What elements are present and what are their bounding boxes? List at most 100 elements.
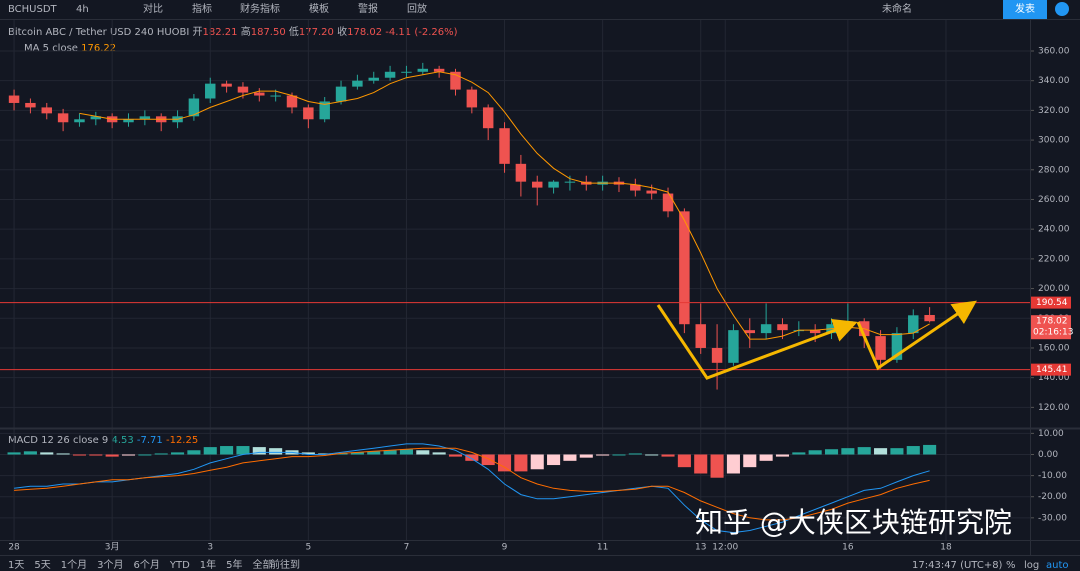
range-button[interactable]: 3个月 bbox=[97, 559, 123, 571]
bar-countdown: 02:16:13 bbox=[1033, 328, 1073, 338]
arrow-annotation bbox=[856, 300, 977, 371]
y-tick-label: 140.00 bbox=[1038, 373, 1070, 383]
macd-signal-value: -12.25 bbox=[166, 435, 198, 446]
candle-body bbox=[123, 119, 134, 123]
macd-histogram-bar bbox=[628, 453, 642, 455]
macd-histogram-bar bbox=[448, 454, 463, 457]
symbol-button[interactable]: BCHUSDT bbox=[8, 4, 58, 15]
macd-hist-value: 4.53 bbox=[111, 435, 133, 446]
candle-body bbox=[57, 113, 69, 123]
macd-histogram-bar bbox=[154, 453, 168, 455]
clock: 17:43:47 (UTC+8) bbox=[912, 560, 1003, 571]
candle-body bbox=[482, 107, 494, 129]
replay-button[interactable]: 回放 bbox=[407, 2, 427, 15]
range-button[interactable]: 1个月 bbox=[61, 559, 87, 571]
close-label: 收 bbox=[337, 25, 347, 38]
compare-button[interactable]: 对比 bbox=[143, 2, 163, 15]
interval-button[interactable]: 4h bbox=[76, 4, 89, 15]
macd-histogram-bar bbox=[465, 454, 479, 461]
macd-histogram-bar bbox=[236, 446, 250, 455]
ma-legend: MA 5 close 176.22 bbox=[24, 43, 116, 54]
candle-body bbox=[924, 314, 935, 322]
change-value: -4.11 (-2.26%) bbox=[385, 27, 457, 38]
percent-toggle[interactable]: % bbox=[1006, 560, 1016, 571]
macd-histogram-bar bbox=[350, 452, 364, 455]
macd-histogram-bar bbox=[301, 452, 315, 455]
y-tick-label: 260.00 bbox=[1038, 195, 1070, 205]
alerts-button[interactable]: 警报 bbox=[358, 2, 378, 15]
candle-body bbox=[205, 83, 216, 99]
candle-body bbox=[319, 101, 330, 120]
y-tick-label: 340.00 bbox=[1038, 76, 1070, 86]
macd-histogram-bar bbox=[923, 444, 937, 455]
open-value: 182.21 bbox=[203, 27, 238, 38]
open-label: 开 bbox=[193, 27, 203, 38]
candle-body bbox=[466, 89, 478, 108]
macd-histogram-bar bbox=[563, 454, 577, 461]
chart-header: Bitcoin ABC / Tether USD 240 HUOBI 开182.… bbox=[8, 25, 458, 38]
candle-body bbox=[891, 333, 903, 360]
candle-body bbox=[548, 181, 559, 188]
play-button[interactable] bbox=[1055, 2, 1069, 16]
range-button[interactable]: 5天 bbox=[34, 560, 50, 571]
range-button[interactable]: 6个月 bbox=[134, 559, 160, 571]
macd-histogram-bar bbox=[677, 454, 691, 468]
publish-button-bg[interactable] bbox=[1003, 0, 1047, 19]
log-toggle[interactable]: log bbox=[1024, 560, 1039, 571]
x-tick-label: 7 bbox=[404, 543, 410, 553]
macd-line bbox=[14, 443, 930, 534]
candle-body bbox=[450, 71, 461, 90]
macd-histogram-bar bbox=[203, 447, 217, 455]
y-tick-label: 200.00 bbox=[1038, 284, 1070, 294]
range-button[interactable]: 5年 bbox=[226, 558, 242, 571]
y-tick-label: 0.00 bbox=[1038, 450, 1058, 460]
macd-histogram-bar bbox=[367, 451, 381, 455]
macd-histogram-bar bbox=[841, 448, 855, 455]
macd-histogram-bar bbox=[645, 454, 659, 456]
candle-body bbox=[908, 315, 919, 334]
candle-body bbox=[728, 330, 739, 363]
range-button[interactable]: YTD bbox=[169, 560, 190, 571]
y-tick-label: -30.00 bbox=[1038, 513, 1067, 523]
layout-name[interactable]: 未命名 bbox=[882, 2, 912, 15]
macd-histogram-bar bbox=[7, 452, 21, 455]
x-tick-label: 11 bbox=[597, 543, 608, 553]
macd-histogram-bar bbox=[89, 454, 103, 456]
plot-area bbox=[0, 20, 1034, 540]
high-label: 高 bbox=[241, 25, 251, 38]
candle-body bbox=[286, 95, 298, 108]
macd-histogram-bar bbox=[171, 452, 185, 455]
candle-body bbox=[270, 95, 281, 97]
range-button[interactable]: 全部 bbox=[253, 558, 273, 571]
macd-histogram-bar bbox=[710, 454, 724, 478]
y-tick-label: 10.00 bbox=[1038, 429, 1064, 439]
financials-button[interactable]: 财务指标 bbox=[240, 2, 280, 15]
y-tick-label: 120.00 bbox=[1038, 403, 1070, 413]
x-tick-label: 3 bbox=[207, 543, 213, 553]
price-label: 178.02 bbox=[1036, 317, 1068, 327]
candle-body bbox=[793, 330, 805, 332]
candle-body bbox=[777, 324, 788, 331]
range-button[interactable]: 1天 bbox=[8, 560, 24, 571]
publish-button[interactable]: 发表 bbox=[1015, 2, 1035, 15]
indicators-button[interactable]: 指标 bbox=[192, 2, 212, 15]
macd-histogram-bar bbox=[138, 454, 152, 456]
macd-histogram-bar bbox=[252, 447, 266, 455]
macd-histogram-bar bbox=[399, 449, 413, 455]
ma-line bbox=[79, 71, 930, 340]
candle-body bbox=[499, 128, 510, 164]
goto-button[interactable]: 前往到 bbox=[270, 558, 300, 571]
candle-body bbox=[695, 324, 706, 348]
macd-histogram-bar bbox=[334, 453, 348, 455]
range-button[interactable]: 1年 bbox=[200, 558, 216, 571]
templates-button[interactable]: 模板 bbox=[309, 2, 329, 15]
macd-histogram-bar bbox=[56, 453, 70, 455]
macd-histogram-bar bbox=[743, 454, 757, 468]
candle-body bbox=[237, 86, 249, 93]
macd-histogram-bar bbox=[514, 454, 528, 472]
auto-toggle[interactable]: auto bbox=[1046, 560, 1069, 571]
macd-histogram-bar bbox=[726, 454, 740, 474]
macd-legend: MACD 12 26 close 9 4.53 -7.71 -12.25 bbox=[8, 435, 198, 446]
x-tick-label: 12:00 bbox=[712, 543, 738, 553]
x-tick-label: 3月 bbox=[105, 542, 120, 553]
